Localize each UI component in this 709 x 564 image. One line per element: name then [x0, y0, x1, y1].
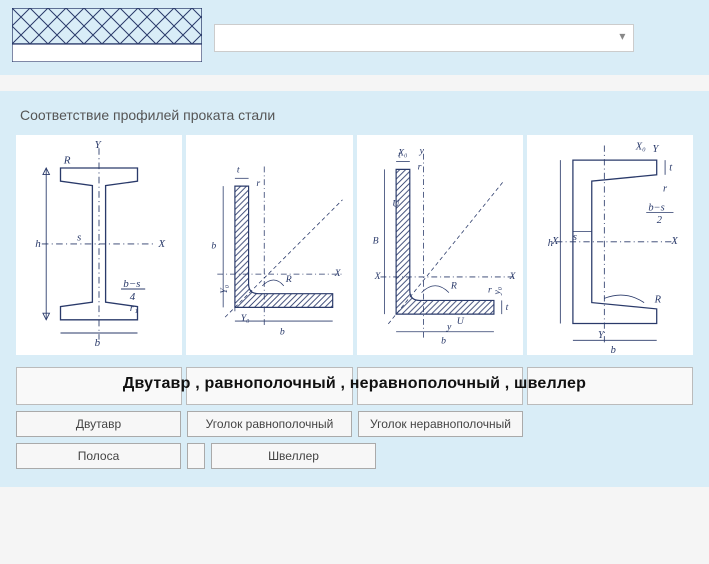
svg-text:b−s: b−s [123, 278, 140, 290]
svg-text:X₀: X₀ [635, 142, 646, 153]
svg-text:X₀: X₀ [397, 148, 407, 159]
svg-text:s: s [573, 232, 577, 243]
btn-dvutavr[interactable]: Двутавр [16, 411, 181, 437]
svg-text:s: s [77, 232, 81, 244]
svg-text:b: b [611, 345, 616, 355]
svg-text:U: U [392, 199, 400, 210]
drop-slot[interactable] [16, 367, 182, 405]
svg-text:2: 2 [657, 215, 662, 226]
svg-text:X: X [334, 268, 342, 279]
drop-slot[interactable] [357, 367, 523, 405]
svg-text:R: R [654, 295, 662, 306]
svg-text:y: y [445, 322, 451, 333]
svg-text:Y: Y [653, 144, 660, 155]
drop-slot[interactable] [186, 367, 352, 405]
drop-slot[interactable] [527, 367, 693, 405]
svg-text:r: r [663, 184, 668, 195]
diagram-channel: h b Y Y X X t r R s [527, 135, 693, 355]
btn-ugol-neravn[interactable]: Уголок неравнополочный [358, 411, 523, 437]
profile-buttons-row: Двутавр Уголок равнополочный Уголок нера… [12, 403, 697, 479]
svg-text:R: R [285, 274, 292, 285]
svg-text:b: b [95, 337, 101, 349]
diagram-equal-angle: b b t r R Y₀ Y₀ X [186, 135, 352, 355]
svg-text:t: t [237, 165, 240, 176]
svg-text:b−s: b−s [649, 202, 665, 213]
svg-text:r: r [417, 162, 421, 173]
svg-text:U: U [456, 316, 464, 327]
main-panel: Соответствие профилей проката стали h [0, 91, 709, 487]
svg-text:Y: Y [95, 139, 103, 151]
svg-text:h: h [35, 238, 41, 250]
svg-text:y: y [418, 146, 424, 157]
diagram-ibeam: h b Y X s b−s 4 r₁ R [16, 135, 182, 355]
btn-shveller[interactable]: Швеллер [211, 443, 376, 469]
svg-text:B: B [372, 236, 378, 247]
btn-extra[interactable] [187, 443, 205, 469]
svg-text:b: b [212, 241, 217, 252]
btn-polosa[interactable]: Полоса [16, 443, 181, 469]
svg-text:X: X [158, 238, 167, 250]
svg-text:X: X [671, 236, 679, 247]
svg-text:y₀: y₀ [491, 287, 502, 296]
svg-text:X: X [508, 271, 516, 282]
btn-ugol-ravn[interactable]: Уголок равнополочный [187, 411, 352, 437]
diagram-unequal-angle: B b t t r r R X X y y [357, 135, 523, 355]
profile-dropdown[interactable] [214, 24, 634, 52]
svg-text:Y₀: Y₀ [219, 285, 230, 294]
section-title: Соответствие профилей проката стали [20, 107, 697, 123]
top-panel [0, 0, 709, 75]
svg-text:t: t [670, 163, 674, 174]
svg-text:t: t [505, 303, 508, 314]
svg-text:b: b [441, 336, 446, 347]
svg-text:r₁: r₁ [130, 302, 138, 314]
hatched-strip [12, 8, 202, 67]
svg-text:r: r [257, 178, 261, 189]
svg-text:X: X [373, 271, 381, 282]
svg-text:Y₀: Y₀ [241, 313, 250, 324]
svg-text:X: X [551, 236, 559, 247]
svg-text:R: R [63, 155, 71, 167]
diagrams-row: h b Y X s b−s 4 r₁ R [12, 135, 697, 355]
svg-text:R: R [449, 281, 456, 292]
svg-text:b: b [280, 327, 285, 338]
